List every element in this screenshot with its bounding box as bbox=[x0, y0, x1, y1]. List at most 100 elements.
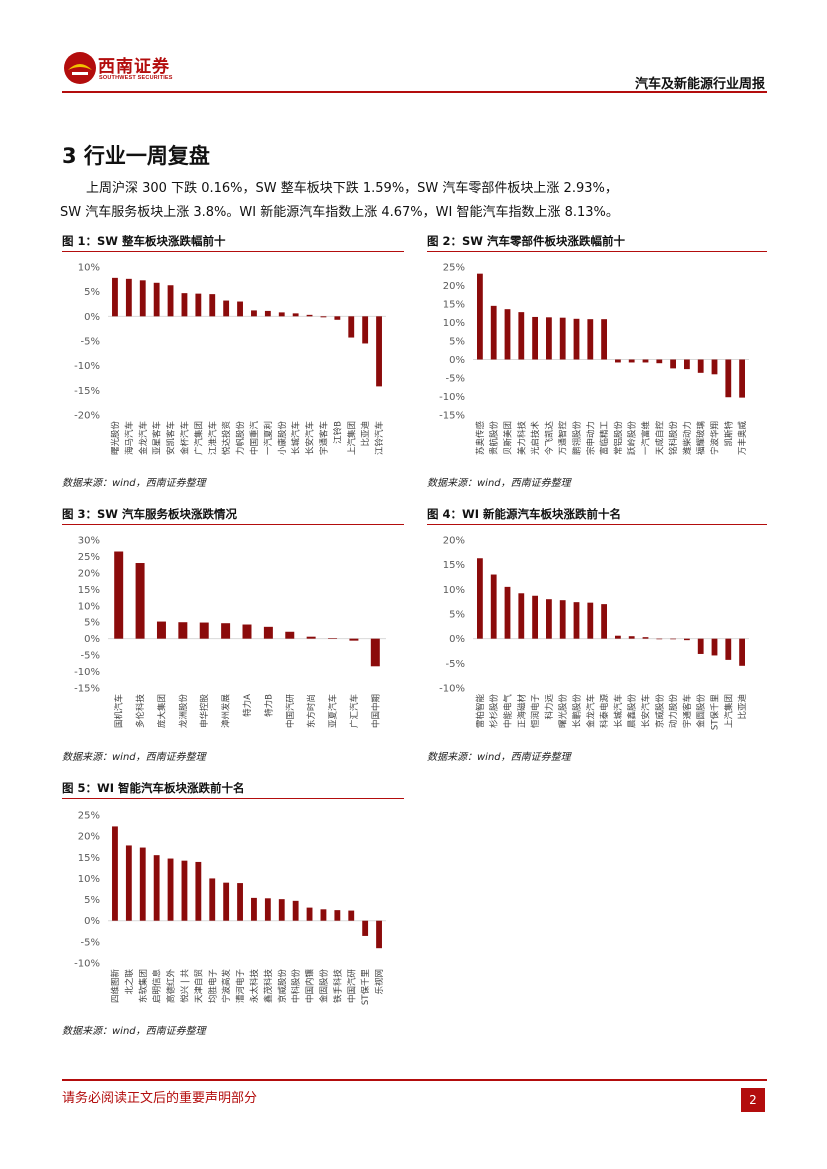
category-label: 广汽集团 bbox=[193, 421, 204, 455]
category-label: 恒润电子 bbox=[530, 694, 541, 729]
bar-小康股份 bbox=[278, 312, 285, 317]
category-label: 金杯汽车 bbox=[179, 421, 190, 455]
bar-曙光股份 bbox=[112, 277, 118, 317]
category-label: 海马汽车 bbox=[124, 421, 135, 455]
category-label: 万丰奥威 bbox=[737, 421, 748, 456]
category-label: ST保千里 bbox=[360, 969, 371, 1006]
disclaimer-note: 请务必阅读正文后的重要声明部分 bbox=[62, 1091, 258, 1106]
bar-宁波高发 bbox=[223, 882, 230, 921]
category-label: 中国汽研 bbox=[346, 969, 357, 1004]
category-label: 铁手科技 bbox=[332, 969, 343, 1004]
bar-ST保千里 bbox=[362, 920, 369, 936]
header-divider bbox=[62, 91, 767, 93]
bar-贵航股份 bbox=[490, 305, 497, 360]
y-tick-label: 15% bbox=[78, 585, 100, 596]
category-label: 万通智控 bbox=[558, 421, 569, 456]
bar-金固股份 bbox=[320, 909, 327, 921]
category-label: 北之联 bbox=[124, 969, 135, 995]
category-label: 科力远 bbox=[544, 694, 555, 720]
figure-3-source: 数据来源：wind，西南证券整理 bbox=[62, 752, 206, 763]
category-label: 启明信息 bbox=[152, 969, 163, 1004]
bar-富临精工 bbox=[601, 319, 607, 360]
figure-3-chart: 30% 25% 20% 15% 10% 5% 0% -5% -10% -15% 国机汽车 多伦科技 庞大… bbox=[74, 536, 386, 729]
bar-曙光股份 bbox=[559, 600, 566, 639]
y-tick-label: -15% bbox=[74, 684, 100, 695]
category-label: 中国重汽 bbox=[249, 421, 260, 456]
category-label: 力帆股份 bbox=[235, 421, 246, 456]
bar-中国重汽 bbox=[251, 310, 257, 317]
bar-长城汽车 bbox=[615, 635, 621, 639]
bar-均胜电子 bbox=[209, 878, 216, 921]
bar-凯斯特 bbox=[725, 359, 732, 398]
bar-中能电气 bbox=[504, 586, 511, 639]
bar-宇通客车 bbox=[684, 638, 690, 641]
bar-中国汽研 bbox=[348, 910, 355, 921]
y-tick-label: 5% bbox=[449, 337, 465, 348]
category-label: 贵航股份 bbox=[489, 421, 500, 456]
bar-东软集团 bbox=[139, 847, 146, 921]
bar-恒润电子 bbox=[532, 595, 538, 639]
category-label: 长安汽车 bbox=[305, 421, 316, 455]
figure-1-source: 数据来源：wind，西南证券整理 bbox=[62, 478, 206, 489]
y-tick-label: 15% bbox=[443, 300, 465, 311]
category-label: 安凯客车 bbox=[166, 421, 177, 455]
category-label: 宇通客车 bbox=[318, 421, 329, 455]
bar-漳州发展 bbox=[221, 623, 231, 639]
y-tick-label: 0% bbox=[84, 634, 100, 645]
category-label: 均胜电子 bbox=[207, 969, 218, 1004]
y-tick-label: 0% bbox=[449, 355, 465, 366]
bar-潍柴动力 bbox=[684, 359, 690, 370]
category-label: 亚夏汽车 bbox=[328, 694, 339, 728]
category-label: 漳州发展 bbox=[221, 694, 232, 729]
figure-1-title: 图 1：SW 整车板块涨跌幅前十 bbox=[62, 234, 226, 248]
bar-特力A bbox=[242, 624, 252, 639]
bar-宇通客车 bbox=[320, 316, 327, 318]
category-label: 宗申动力 bbox=[585, 421, 596, 455]
paragraph-line-2: SW 汽车服务板块上涨 3.8%。WI 新能源汽车指数上涨 4.67%，WI 智… bbox=[60, 205, 619, 220]
bar-一汽富维 bbox=[642, 359, 649, 363]
bar-跃岭股份 bbox=[628, 359, 635, 363]
category-label: 申华控股 bbox=[199, 694, 210, 729]
category-label: 金圆股份 bbox=[696, 694, 707, 729]
category-label: 中科股份 bbox=[291, 969, 302, 1004]
bar-高德红外 bbox=[167, 858, 174, 921]
bar-广汽集团 bbox=[195, 293, 202, 317]
category-label: 悦达投资 bbox=[221, 421, 232, 456]
category-label: 今飞凯达 bbox=[544, 421, 555, 456]
y-tick-label: 20% bbox=[78, 832, 100, 843]
y-tick-label: 10% bbox=[78, 263, 100, 274]
y-tick-label: -5% bbox=[81, 651, 100, 662]
category-label: 杉杉股份 bbox=[489, 694, 500, 729]
bar-苏奥传感 bbox=[477, 273, 483, 360]
figure-3-rule bbox=[62, 524, 404, 525]
category-label: 金龙汽车 bbox=[585, 694, 596, 728]
y-tick-label: -20% bbox=[74, 411, 100, 422]
category-label: 四维图新 bbox=[110, 969, 121, 1004]
category-label: 龙洲股份 bbox=[178, 694, 189, 729]
y-tick-label: -15% bbox=[439, 411, 465, 422]
logo-text-cn: 西南证券 bbox=[98, 57, 170, 77]
bar-金龙汽车 bbox=[587, 602, 594, 639]
bar-海马汽车 bbox=[125, 278, 132, 317]
y-tick-label: 20% bbox=[78, 568, 100, 579]
bar-力帆股份 bbox=[237, 301, 243, 317]
category-label: 福耀玻璃 bbox=[696, 421, 707, 456]
bar-光启技术 bbox=[532, 316, 538, 360]
category-label: 曙光股份 bbox=[110, 421, 121, 456]
figure-2-title: 图 2：SW 汽车零部件板块涨跌幅前十 bbox=[427, 234, 625, 248]
y-tick-label: -5% bbox=[446, 659, 465, 670]
category-label: 常铝股份 bbox=[613, 421, 624, 456]
category-label: 一汽夏利 bbox=[263, 421, 274, 455]
y-tick-label: 15% bbox=[443, 560, 465, 571]
category-label: 上汽集团 bbox=[723, 694, 734, 728]
y-tick-label: 10% bbox=[443, 585, 465, 596]
category-label: 京威股份 bbox=[277, 969, 288, 1004]
section-title: 3 行业一周复盘 bbox=[62, 144, 210, 168]
category-label: 比亚迪 bbox=[360, 421, 371, 447]
bar-申华控股 bbox=[199, 622, 209, 639]
page-header: 西南证券 SOUTHWEST SECURITIES 汽车及新能源行业周报 bbox=[0, 0, 827, 95]
bar-铭科股份 bbox=[670, 359, 676, 369]
category-label: 长安汽车 bbox=[641, 694, 652, 728]
category-label: 广汇汽车 bbox=[349, 694, 360, 728]
category-label: 宁波华翔 bbox=[710, 421, 721, 455]
